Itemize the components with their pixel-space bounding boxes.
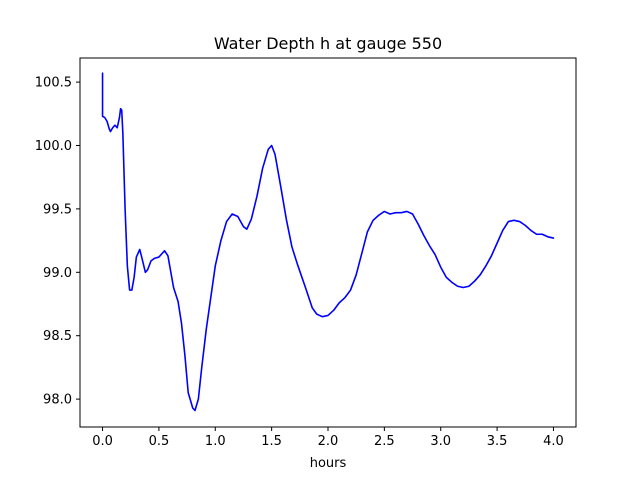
y-tick-label: 98.0 xyxy=(43,393,72,408)
y-tick-label: 99.5 xyxy=(43,202,72,217)
x-tick-label: 2.0 xyxy=(318,434,339,449)
plot-line-group xyxy=(101,72,555,412)
x-tick-label: 1.0 xyxy=(205,434,226,449)
x-tick-label: 0.0 xyxy=(92,434,113,449)
x-tick-label: 1.5 xyxy=(261,434,282,449)
x-axis-label: hours xyxy=(310,456,347,471)
x-tick-label: 0.5 xyxy=(149,434,170,449)
x-tick-label: 2.5 xyxy=(374,434,395,449)
x-tick-label: 3.0 xyxy=(430,434,451,449)
x-tick-label: 3.5 xyxy=(487,434,508,449)
y-tick-label: 100.0 xyxy=(35,139,72,154)
y-tick-label: 100.5 xyxy=(35,76,72,91)
chart-title: Water Depth h at gauge 550 xyxy=(214,34,442,53)
x-tick-label: 4.0 xyxy=(543,434,564,449)
y-tick-label: 99.0 xyxy=(43,266,72,281)
y-axis: 98.0 98.5 99.0 99.5 100.0 100.5 xyxy=(35,76,80,408)
x-axis: 0.0 0.5 1.0 1.5 2.0 2.5 3.0 3.5 4.0 xyxy=(92,427,564,449)
series-line-0 xyxy=(101,72,555,412)
y-tick-label: 98.5 xyxy=(43,329,72,344)
